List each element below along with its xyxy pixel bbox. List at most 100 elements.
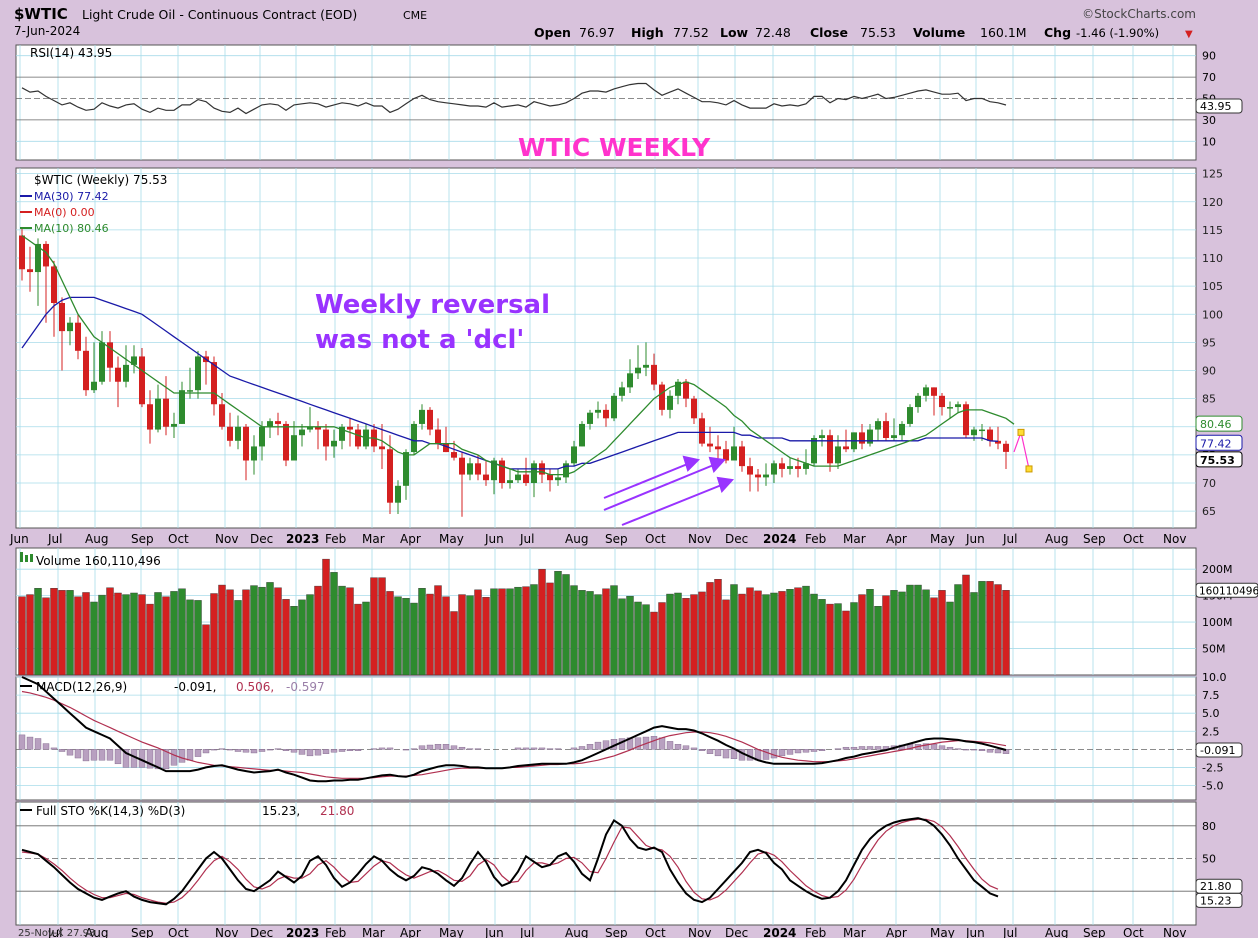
candle-49 — [411, 423, 417, 453]
macd-tag-box — [1195, 742, 1243, 758]
candle-83 — [683, 381, 689, 399]
price-tag-box-2 — [1195, 451, 1243, 468]
volume-bar-48 — [402, 598, 410, 676]
macd-hist-19 — [170, 749, 178, 766]
candle-26 — [227, 426, 233, 441]
xaxis-bottom-label-29: Nov — [1163, 926, 1186, 938]
macd-value: -0.091, — [174, 680, 217, 694]
macd-tag: -0.091 — [1200, 744, 1235, 757]
candle-66 — [547, 474, 553, 481]
volume-bar-2 — [34, 588, 42, 676]
price-tick-70: 70 — [1202, 477, 1216, 490]
candle-97 — [795, 466, 801, 469]
volume-bar-94 — [770, 592, 778, 676]
xaxis-label-3: Sep — [131, 532, 154, 546]
candle-95 — [779, 463, 785, 469]
volume-bar-114 — [930, 597, 938, 676]
macd-hist-13 — [122, 749, 130, 768]
price-tick-100: 100 — [1202, 308, 1223, 321]
candle-30 — [259, 426, 265, 447]
high-label: High — [631, 25, 664, 40]
macd-hist-87 — [714, 749, 722, 757]
xaxis-label-1: Jul — [47, 532, 62, 546]
volume-bar-77 — [634, 601, 642, 676]
volume-bar-10 — [98, 594, 106, 676]
candle-101 — [827, 435, 833, 464]
macd-hist-54 — [450, 745, 458, 750]
xaxis-bottom-label-2: Aug — [85, 926, 108, 938]
volume-bar-35 — [298, 599, 306, 676]
volume-bar-69 — [570, 585, 578, 676]
volume-bar-56 — [466, 595, 474, 676]
candle-110 — [899, 423, 905, 436]
annotation-arrows — [603, 455, 735, 526]
volume-bar-86 — [706, 582, 714, 676]
volume-bar-58 — [482, 597, 490, 676]
low-value: 72.48 — [755, 25, 791, 40]
volume-bar-6 — [66, 590, 74, 676]
candle-18 — [163, 398, 169, 427]
volume-bar-9 — [90, 601, 98, 676]
xaxis-bottom-label-3: Sep — [131, 926, 154, 938]
volume-bar-103 — [842, 610, 850, 676]
candle-71 — [587, 412, 593, 424]
candle-77 — [635, 367, 641, 374]
macd-hist-70 — [578, 746, 586, 750]
open-label: Open — [534, 25, 571, 40]
candle-31 — [267, 421, 273, 427]
candle-24 — [211, 362, 217, 405]
price-label: $WTIC (Weekly) 75.53 — [34, 173, 167, 187]
candle-108 — [883, 421, 889, 438]
candle-122 — [995, 440, 1001, 444]
macd-hist-2 — [34, 738, 42, 750]
volume-label: Volume — [913, 25, 965, 40]
macd-hist-48 — [402, 749, 410, 751]
volume-bar-37 — [314, 585, 322, 676]
candle-8 — [83, 350, 89, 391]
candle-91 — [747, 466, 753, 475]
candle-33 — [283, 423, 289, 461]
xaxis-bottom-label-14: Aug — [565, 926, 588, 938]
macd-hist-50 — [418, 745, 426, 750]
brand-label[interactable]: ©StockCharts.com — [1082, 7, 1196, 21]
volume-bar-99 — [810, 593, 818, 676]
candle-100 — [819, 435, 825, 438]
candle-45 — [379, 446, 385, 450]
volume-bar-91 — [746, 587, 754, 676]
xaxis-bottom-label-28: Oct — [1123, 926, 1144, 938]
rsi-tag-box — [1195, 98, 1243, 114]
candle-103 — [843, 446, 849, 450]
macd-hist-32 — [274, 748, 282, 750]
xaxis-label-2: Aug — [85, 532, 108, 546]
grid-lines — [16, 45, 1196, 925]
xaxis-label-0: Jun — [9, 532, 29, 546]
price-tag-2: 75.53 — [1200, 454, 1235, 467]
candle-58 — [483, 474, 489, 481]
xaxis-label-22: Apr — [886, 532, 907, 546]
macd-hist-83 — [682, 745, 690, 750]
candle-46 — [387, 449, 393, 503]
macd-hist-35 — [298, 749, 306, 755]
volume-bar-46 — [386, 591, 394, 676]
chg-down-icon: ▼ — [1185, 29, 1193, 40]
volume-bar-49 — [410, 602, 418, 676]
volume-bar-36 — [306, 594, 314, 676]
macd-line — [21, 676, 1007, 783]
volume-bar-81 — [666, 593, 674, 676]
macd-hist-24 — [210, 749, 218, 751]
vol-tick-100M: 100M — [1202, 616, 1233, 629]
macd-tick-5: -5.0 — [1202, 780, 1223, 793]
volume-bar-80 — [658, 602, 666, 676]
volume-bar-87 — [714, 579, 722, 676]
series-layer — [18, 82, 1033, 906]
instrument-name: Light Crude Oil - Continuous Contract (E… — [82, 7, 357, 22]
macd-hist-105 — [858, 746, 866, 750]
candle-90 — [739, 446, 745, 467]
macd-hist-79 — [650, 736, 658, 750]
candle-72 — [595, 409, 601, 413]
macd-hist-27 — [234, 749, 242, 752]
volume-bar-14 — [130, 592, 138, 676]
xaxis-label-28: Oct — [1123, 532, 1144, 546]
xaxis-bottom-label-11: May — [439, 926, 464, 938]
